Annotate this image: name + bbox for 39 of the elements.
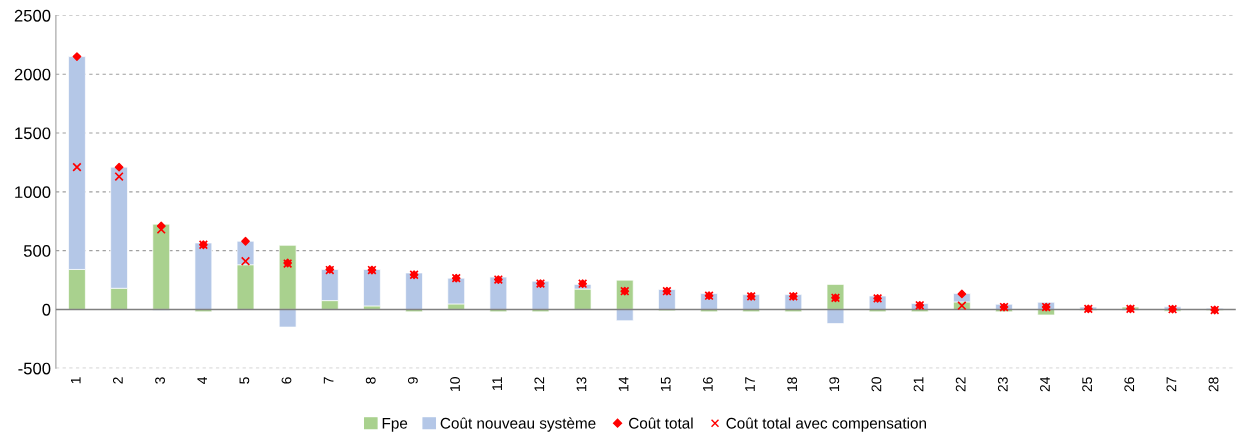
x-tick-label: 5 xyxy=(239,377,250,384)
y-tick-label: 500 xyxy=(23,245,51,257)
x-tick-label: 8 xyxy=(365,377,376,384)
x-tick-label: 11 xyxy=(492,377,502,390)
x-tick-label: 27 xyxy=(1166,377,1177,392)
x-tick-label: 19 xyxy=(829,377,840,391)
y-tick-label: 0 xyxy=(42,303,51,316)
x-tick-label: 6 xyxy=(281,377,292,384)
legend-label: Coût total xyxy=(629,417,693,429)
x-tick-label: 24 xyxy=(1040,376,1050,392)
x-tick-label: 21 xyxy=(913,377,924,392)
x-tick-label: 15 xyxy=(660,377,671,391)
x-tick-label: 12 xyxy=(534,377,545,391)
legend-label: Coût total avec compensation xyxy=(726,417,926,432)
y-tick-label: -500 xyxy=(18,362,51,375)
x-tick-label: 26 xyxy=(1124,377,1135,392)
y-tick-label: 2500 xyxy=(14,9,51,22)
legend-label: Coût nouveau système xyxy=(440,417,596,432)
x-tick-label: 3 xyxy=(155,377,165,384)
x-tick-label: 25 xyxy=(1082,377,1093,392)
y-tick-label: 2000 xyxy=(14,68,51,81)
y-tick-label: 1500 xyxy=(15,127,51,140)
x-tick-label: 18 xyxy=(787,377,798,391)
x-tick-label: 4 xyxy=(197,376,207,384)
y-tick-label: 1000 xyxy=(15,186,51,199)
legend-label: Fpe xyxy=(382,418,408,432)
x-tick-label: 1 xyxy=(71,377,81,384)
x-tick-label: 7 xyxy=(323,377,334,384)
x-tick-label: 22 xyxy=(955,377,966,392)
x-tick-label: 13 xyxy=(576,377,587,391)
x-tick-label: 28 xyxy=(1208,377,1219,392)
x-tick-label: 23 xyxy=(997,377,1008,392)
x-tick-label: 10 xyxy=(450,377,460,391)
x-tick-label: 16 xyxy=(702,377,713,391)
x-tick-label: 20 xyxy=(871,377,882,392)
x-tick-label: 9 xyxy=(407,377,418,384)
x-tick-label: 17 xyxy=(745,377,755,391)
x-tick-label: 2 xyxy=(112,377,123,384)
x-tick-label: 14 xyxy=(618,376,629,391)
